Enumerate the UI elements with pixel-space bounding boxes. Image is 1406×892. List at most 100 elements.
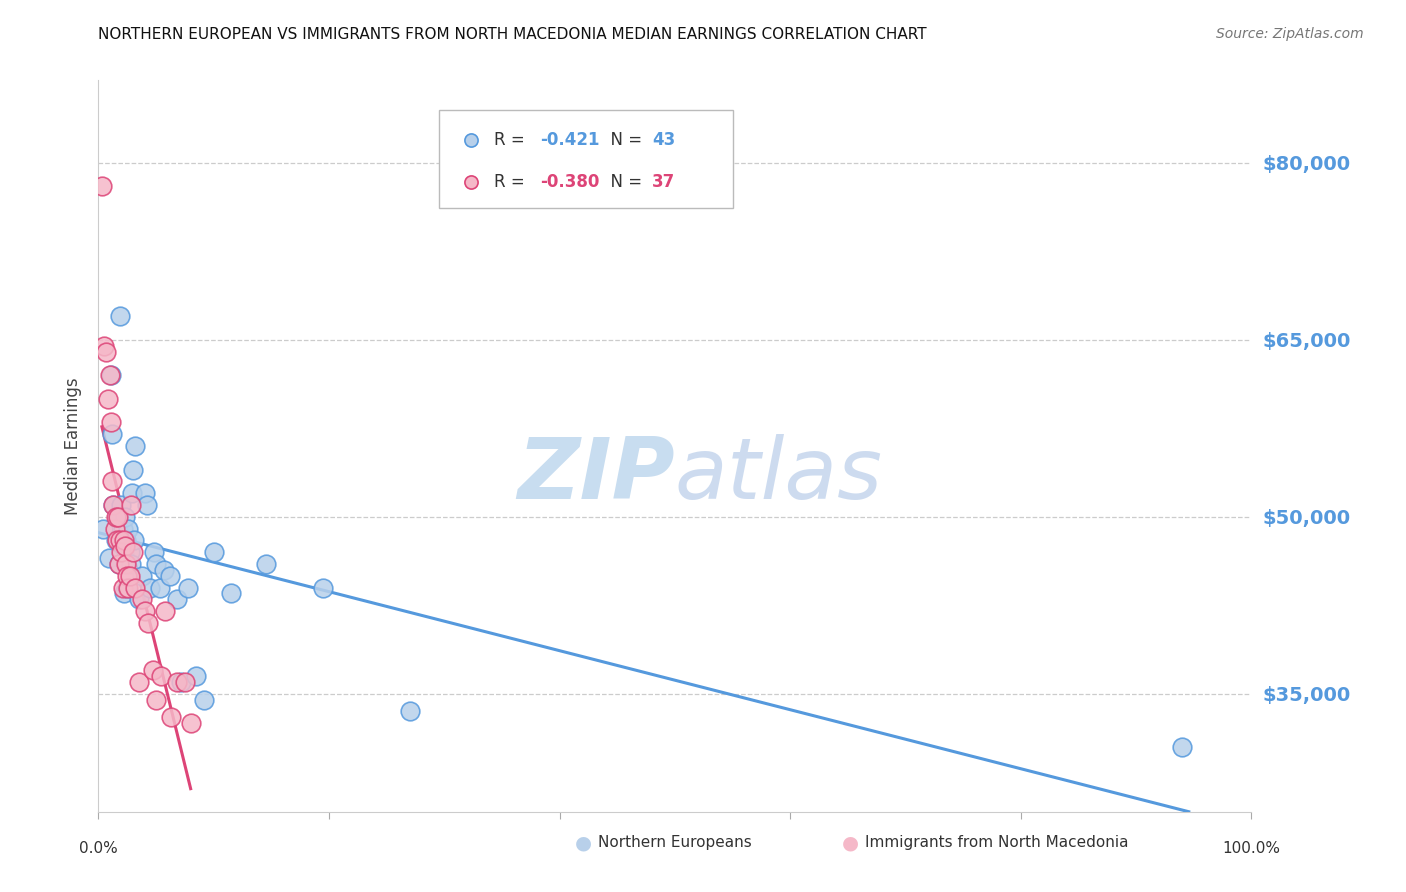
- Point: [177, 581, 200, 595]
- Text: 100.0%: 100.0%: [1222, 841, 1281, 856]
- Point: [136, 615, 159, 630]
- Point: [90, 179, 112, 194]
- Point: [134, 486, 156, 500]
- Point: [166, 592, 188, 607]
- Point: [112, 533, 135, 548]
- Point: [193, 692, 215, 706]
- Point: [122, 462, 145, 476]
- Point: [100, 416, 122, 430]
- Point: [155, 604, 177, 618]
- Point: [110, 498, 132, 512]
- Text: -0.380: -0.380: [540, 173, 599, 192]
- Text: 0.0%: 0.0%: [79, 841, 118, 856]
- Point: [103, 498, 125, 512]
- Point: [120, 557, 142, 571]
- Point: [93, 339, 115, 353]
- Point: [96, 344, 118, 359]
- Point: [186, 669, 208, 683]
- Point: [117, 568, 139, 582]
- Point: [114, 509, 136, 524]
- Text: Immigrants from North Macedonia: Immigrants from North Macedonia: [865, 836, 1128, 850]
- Text: ●: ●: [575, 833, 592, 853]
- Point: [122, 533, 145, 548]
- Point: [111, 581, 134, 595]
- Point: [128, 675, 150, 690]
- Text: Northern Europeans: Northern Europeans: [598, 836, 751, 850]
- Point: [103, 522, 125, 536]
- Point: [153, 563, 176, 577]
- Point: [254, 557, 277, 571]
- Point: [101, 475, 124, 489]
- Point: [117, 581, 139, 595]
- Point: [160, 710, 183, 724]
- Point: [202, 545, 225, 559]
- Point: [111, 522, 134, 536]
- Point: [118, 568, 141, 582]
- Point: [101, 427, 124, 442]
- Point: [115, 533, 138, 548]
- Point: [108, 557, 131, 571]
- Point: [124, 439, 146, 453]
- Text: ●: ●: [842, 833, 859, 853]
- Point: [97, 551, 120, 566]
- Point: [398, 705, 420, 719]
- Point: [104, 509, 127, 524]
- Point: [149, 669, 172, 683]
- Text: R =: R =: [494, 131, 530, 149]
- Point: [1171, 739, 1194, 754]
- Point: [142, 663, 165, 677]
- Point: [110, 545, 132, 559]
- Point: [139, 581, 162, 595]
- Point: [91, 522, 114, 536]
- Text: R =: R =: [494, 173, 530, 192]
- Point: [108, 557, 131, 571]
- Point: [131, 592, 153, 607]
- Point: [105, 509, 128, 524]
- Point: [180, 716, 202, 731]
- Point: [312, 581, 335, 595]
- Point: [128, 592, 150, 607]
- Text: Source: ZipAtlas.com: Source: ZipAtlas.com: [1216, 27, 1364, 41]
- Point: [114, 539, 136, 553]
- Point: [110, 533, 132, 548]
- Point: [219, 586, 242, 600]
- Text: ZIP: ZIP: [517, 434, 675, 516]
- Point: [97, 392, 120, 406]
- Point: [120, 498, 142, 512]
- Text: NORTHERN EUROPEAN VS IMMIGRANTS FROM NORTH MACEDONIA MEDIAN EARNINGS CORRELATION: NORTHERN EUROPEAN VS IMMIGRANTS FROM NOR…: [98, 27, 927, 42]
- Point: [100, 368, 122, 383]
- Point: [159, 568, 181, 582]
- Point: [121, 486, 143, 500]
- Point: [142, 545, 165, 559]
- Point: [105, 533, 128, 548]
- Point: [145, 692, 167, 706]
- Point: [104, 533, 127, 548]
- Point: [103, 498, 125, 512]
- Point: [134, 604, 156, 618]
- FancyBboxPatch shape: [439, 110, 733, 209]
- Point: [115, 557, 138, 571]
- Point: [112, 586, 135, 600]
- Text: -0.421: -0.421: [540, 131, 599, 149]
- Point: [118, 545, 141, 559]
- Point: [135, 498, 157, 512]
- Point: [145, 557, 167, 571]
- Text: atlas: atlas: [675, 434, 883, 516]
- Point: [131, 568, 153, 582]
- Point: [174, 675, 197, 690]
- Y-axis label: Median Earnings: Median Earnings: [65, 377, 83, 515]
- Point: [148, 581, 170, 595]
- Text: 43: 43: [652, 131, 675, 149]
- Point: [117, 522, 139, 536]
- Point: [107, 509, 129, 524]
- Text: N =: N =: [600, 173, 647, 192]
- Point: [117, 581, 139, 595]
- Point: [98, 368, 121, 383]
- Point: [124, 581, 146, 595]
- Point: [122, 545, 145, 559]
- Point: [110, 310, 132, 324]
- Point: [166, 675, 188, 690]
- Text: 37: 37: [652, 173, 675, 192]
- Point: [170, 675, 193, 690]
- Text: N =: N =: [600, 131, 647, 149]
